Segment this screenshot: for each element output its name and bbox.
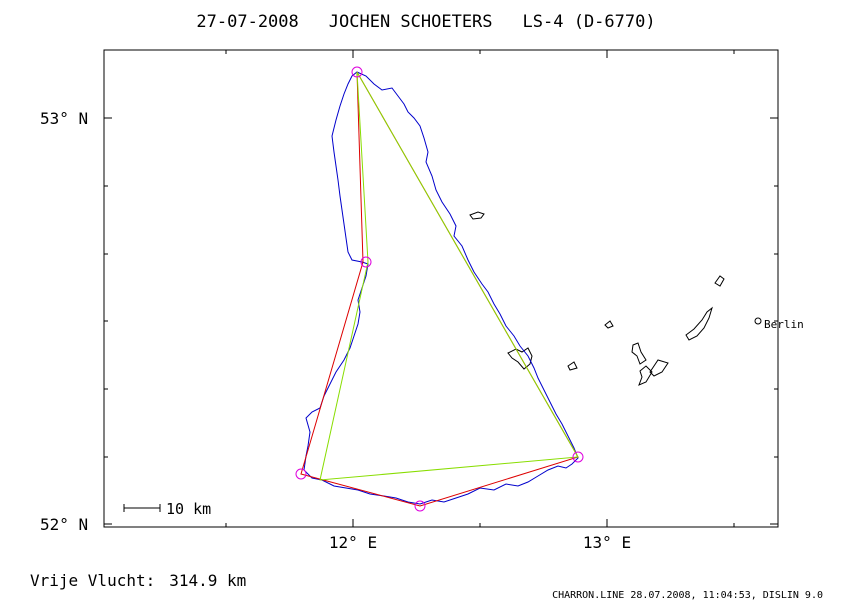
- flight-track: [303, 71, 579, 505]
- lake-1: [469, 211, 485, 220]
- lake-9: [714, 275, 725, 287]
- declared-route: [300, 71, 579, 507]
- lake-5: [631, 342, 647, 365]
- city-label: Berlin: [764, 318, 804, 331]
- scale-bar-label: 10 km: [166, 500, 211, 518]
- lake-8: [685, 306, 713, 341]
- distance-readout: Vrije Vlucht: 314.9 km: [30, 571, 246, 590]
- lake-3: [567, 361, 578, 371]
- city-marker-icon: [754, 317, 762, 325]
- lon-label-13: 13° E: [583, 533, 631, 552]
- distance-value: 314.9 km: [169, 571, 246, 590]
- map-frame: [103, 49, 779, 528]
- axis-ticks: [104, 50, 778, 527]
- flight-date: 27-07-2008: [196, 12, 298, 32]
- scale-bar: 10 km: [123, 500, 211, 518]
- turnpoint-north: [351, 66, 363, 78]
- scoring-triangle: [319, 71, 579, 481]
- turnpoint-southwest: [295, 468, 307, 480]
- turnpoint-south: [414, 500, 426, 512]
- footer-credit: CHARRON.LINE 28.07.2008, 11:04:53, DISLI…: [552, 590, 823, 601]
- header-line: 27-07-2008 JOCHEN SCHOETERS LS-4 (D-6770): [196, 12, 655, 32]
- lat-label-53: 53° N: [40, 109, 88, 128]
- lake-7: [649, 359, 669, 377]
- lake-6: [638, 365, 653, 386]
- lake-2: [507, 347, 533, 370]
- lon-label-12: 12° E: [329, 533, 377, 552]
- lat-label-52: 52° N: [40, 515, 88, 534]
- turnpoint-east: [572, 451, 584, 463]
- glider-id: LS-4 (D-6770): [523, 12, 656, 32]
- distance-label: Vrije Vlucht:: [30, 571, 155, 590]
- turnpoint-mid: [360, 256, 372, 268]
- lake-4: [604, 320, 614, 329]
- pilot-name: JOCHEN SCHOETERS: [329, 12, 493, 32]
- lake-outlines: [469, 211, 725, 386]
- turnpoints: [295, 66, 584, 512]
